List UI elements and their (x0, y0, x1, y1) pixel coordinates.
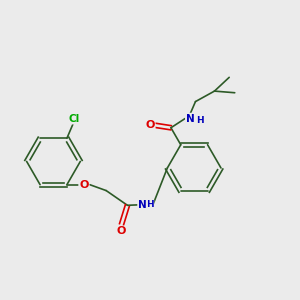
Text: O: O (79, 180, 88, 190)
Text: H: H (146, 200, 154, 209)
Text: H: H (196, 116, 204, 125)
Text: N: N (138, 200, 147, 210)
Text: O: O (117, 226, 126, 236)
Text: Cl: Cl (69, 114, 80, 124)
Text: N: N (186, 114, 195, 124)
Text: O: O (145, 120, 155, 130)
